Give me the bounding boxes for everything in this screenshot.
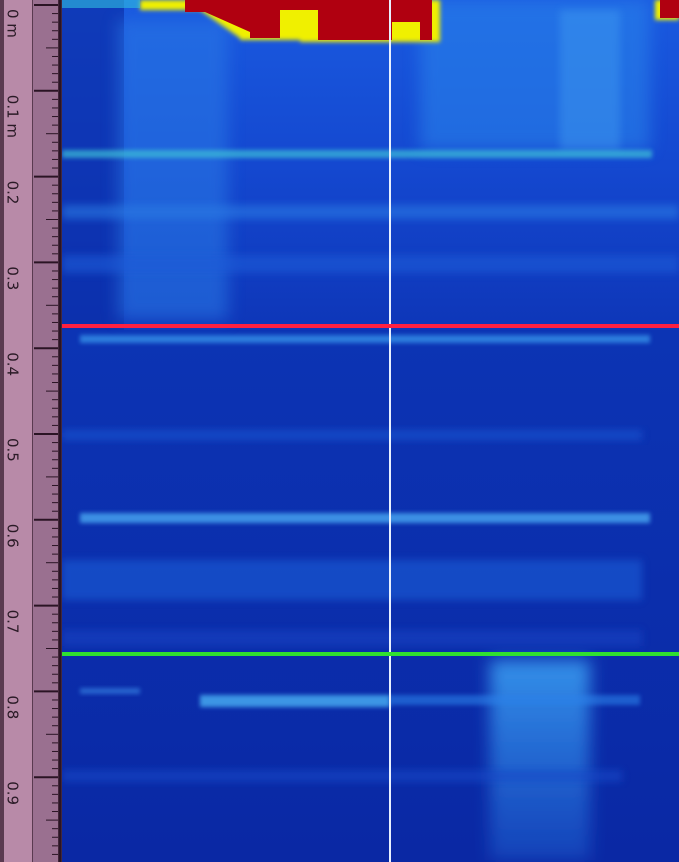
depth-label: 0 m — [4, 9, 22, 38]
depth-label: 0.9 — [4, 781, 22, 805]
depth-label: 0.2 — [4, 181, 22, 205]
depth-label: 0.4 — [4, 352, 22, 376]
depth-label: 0.3 — [4, 266, 22, 290]
depth-label: 0.5 — [4, 438, 22, 462]
depth-label: 0.6 — [4, 524, 22, 548]
depth-label: 0.1 m — [4, 95, 22, 138]
depth-ruler: 0 m 0.1 m 0.2 0.3 0.4 0.5 0.6 0.7 0.8 0.9 — [0, 0, 62, 862]
depth-label: 0.8 — [4, 695, 22, 719]
depth-label: 0.7 — [4, 610, 22, 634]
echogram — [62, 0, 679, 862]
